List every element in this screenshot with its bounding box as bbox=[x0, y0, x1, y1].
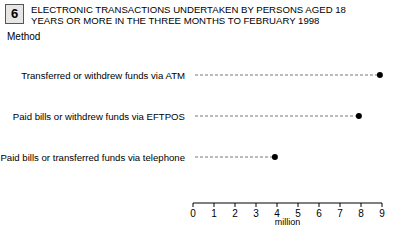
category-label: Paid bills or transferred funds via tele… bbox=[0, 152, 185, 163]
chart-title: ELECTRONIC TRANSACTIONS UNDERTAKEN BY PE… bbox=[31, 4, 361, 26]
x-tick bbox=[277, 203, 278, 207]
x-tick bbox=[340, 203, 341, 207]
x-tick-label: 7 bbox=[337, 208, 343, 219]
dot bbox=[356, 113, 362, 119]
y-axis-label: Method bbox=[7, 31, 40, 42]
leader-line bbox=[193, 157, 275, 158]
x-tick-label: 2 bbox=[232, 208, 238, 219]
chart-root: 6 ELECTRONIC TRANSACTIONS UNDERTAKEN BY … bbox=[0, 0, 397, 227]
marks bbox=[193, 72, 383, 160]
category-label: Transferred or withdrew funds via ATM bbox=[21, 70, 185, 81]
x-tick-label: 6 bbox=[316, 208, 322, 219]
x-tick bbox=[361, 203, 362, 207]
x-tick bbox=[382, 203, 383, 207]
x-tick bbox=[298, 203, 299, 207]
x-tick bbox=[214, 203, 215, 207]
x-tick-label: 8 bbox=[358, 208, 364, 219]
x-tick-label: 0 bbox=[190, 208, 196, 219]
x-axis-line bbox=[193, 203, 382, 204]
x-tick bbox=[319, 203, 320, 207]
x-tick bbox=[235, 203, 236, 207]
dot bbox=[272, 154, 278, 160]
leader-line bbox=[193, 75, 380, 76]
x-tick-label: 1 bbox=[211, 208, 217, 219]
leader-line bbox=[193, 116, 359, 117]
x-tick bbox=[193, 203, 194, 207]
figure-number: 6 bbox=[5, 4, 24, 24]
x-tick-label: 9 bbox=[379, 208, 385, 219]
category-label: Paid bills or withdrew funds via EFTPOS bbox=[13, 111, 185, 122]
dot bbox=[377, 72, 383, 78]
x-axis-label: million bbox=[275, 217, 301, 227]
plot-svg: Method0123456789millionTransferred or wi… bbox=[0, 0, 397, 227]
x-tick bbox=[256, 203, 257, 207]
x-tick-label: 3 bbox=[253, 208, 259, 219]
